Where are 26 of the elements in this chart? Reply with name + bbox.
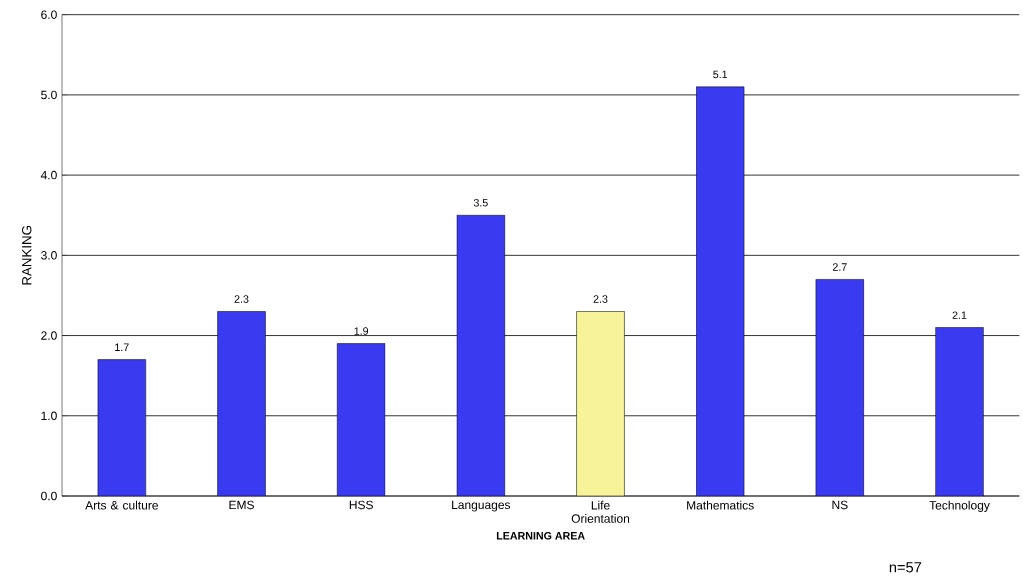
y-tick-label: 1.0 (41, 411, 57, 421)
data-label: 5.1 (713, 70, 728, 79)
y-tick-label: 5.0 (41, 90, 57, 100)
data-label: 1.7 (115, 343, 129, 351)
x-tick-label: HSS (349, 500, 373, 510)
y-tick-label: 2.0 (41, 331, 57, 340)
x-tick-label: Languages (452, 500, 511, 512)
x-tick-label: EMS (229, 500, 254, 510)
x-tick-label: Technology (929, 500, 990, 512)
x-tick-label: Arts & culture (85, 500, 158, 510)
y-tick-label: 6.0 (41, 10, 57, 19)
data-label: 2.1 (952, 311, 967, 319)
data-label: 2.3 (234, 295, 249, 303)
x-tick-label: NS (832, 500, 848, 510)
y-tick-label: 0.0 (41, 491, 57, 501)
x-tick-label: Life Orientation (571, 500, 630, 523)
data-label: 1.9 (354, 327, 369, 335)
text: n=57 (889, 562, 922, 573)
data-label: 3.5 (473, 198, 488, 207)
y-axis-title: RANKING (22, 225, 32, 285)
y-tick-label: 3.0 (41, 251, 57, 260)
x-axis-title: LEARNING AREA (496, 532, 585, 540)
x-tick-label: Mathematics (687, 500, 754, 510)
data-label: 2.3 (593, 295, 608, 303)
y-tick-label: 4.0 (40, 170, 57, 180)
data-label: 2.7 (832, 263, 847, 271)
